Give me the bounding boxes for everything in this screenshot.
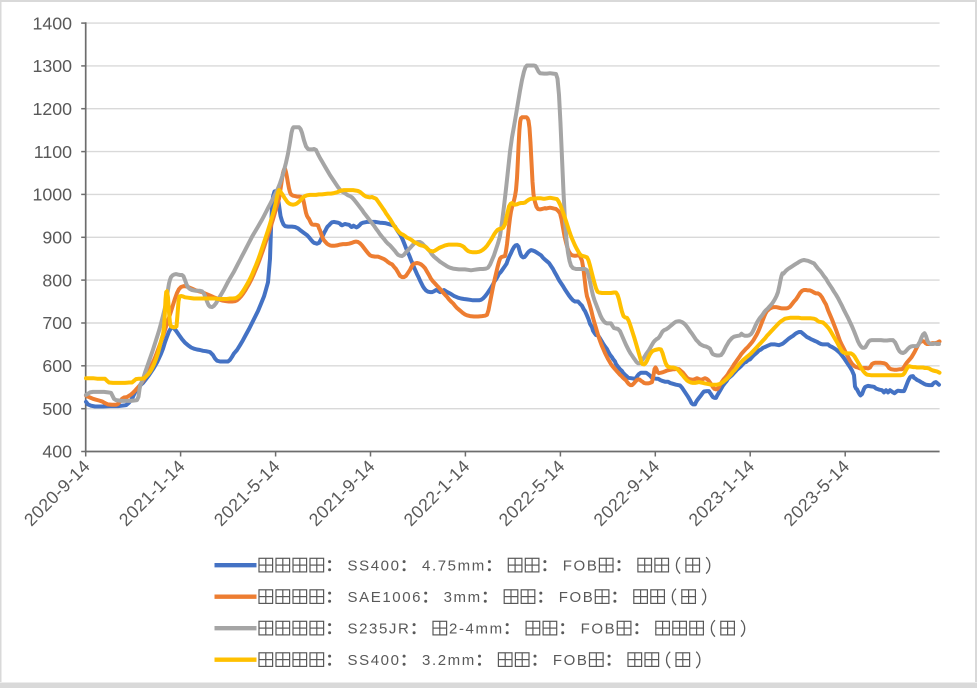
svg-text:S235JR: S235JR: [348, 621, 411, 638]
svg-text:4.75mm: 4.75mm: [422, 558, 486, 575]
svg-text:1400: 1400: [32, 13, 72, 33]
svg-text:1200: 1200: [32, 99, 72, 119]
svg-text:2-4mm: 2-4mm: [449, 621, 504, 638]
svg-text:700: 700: [42, 313, 72, 333]
svg-text:FOB: FOB: [553, 652, 589, 669]
svg-text:SS400: SS400: [348, 652, 401, 669]
svg-text:FOB: FOB: [581, 621, 617, 638]
svg-text:3mm: 3mm: [444, 589, 482, 606]
svg-text:SAE1006: SAE1006: [348, 589, 423, 606]
svg-text:FOB: FOB: [559, 589, 595, 606]
svg-text:FOB: FOB: [563, 558, 599, 575]
svg-text:900: 900: [42, 228, 72, 248]
svg-text:400: 400: [42, 442, 72, 462]
svg-text:1100: 1100: [34, 142, 72, 162]
svg-text:600: 600: [42, 356, 72, 376]
svg-text:500: 500: [42, 399, 72, 419]
svg-text:1300: 1300: [32, 56, 72, 76]
svg-text:1000: 1000: [32, 185, 72, 205]
svg-text:SS400: SS400: [348, 558, 401, 575]
svg-text:3.2mm: 3.2mm: [422, 652, 476, 669]
svg-text:800: 800: [42, 270, 72, 290]
